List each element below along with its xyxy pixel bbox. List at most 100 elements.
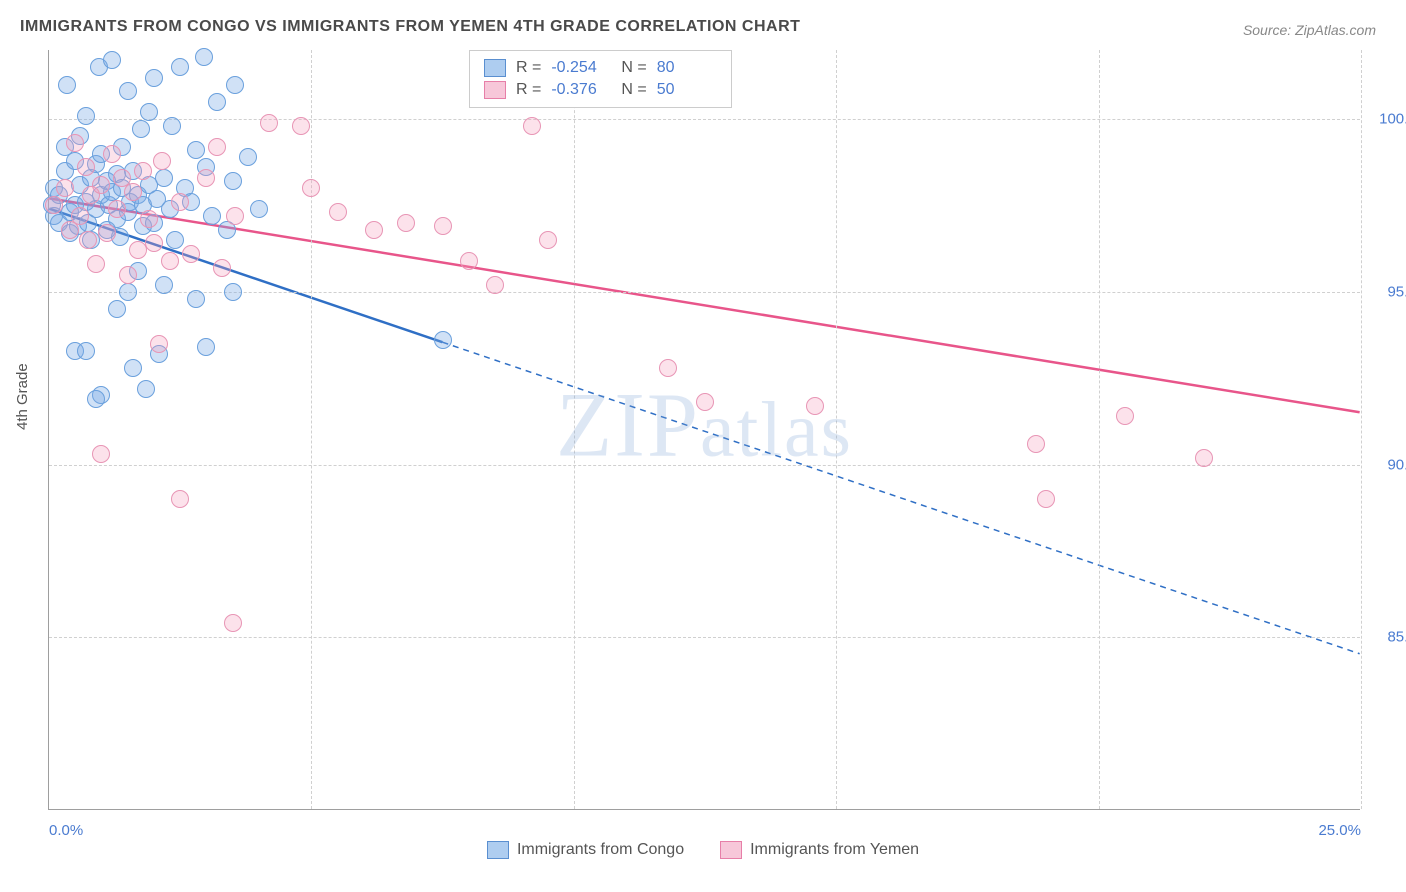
data-point xyxy=(153,152,171,170)
data-point xyxy=(145,234,163,252)
data-point xyxy=(659,359,677,377)
source-credit: Source: ZipAtlas.com xyxy=(1243,22,1376,38)
data-point xyxy=(79,231,97,249)
data-point xyxy=(329,203,347,221)
gridline-v xyxy=(574,50,575,809)
data-point xyxy=(302,179,320,197)
data-point xyxy=(292,117,310,135)
legend-swatch xyxy=(487,841,509,859)
data-point xyxy=(197,169,215,187)
data-point xyxy=(226,76,244,94)
data-point xyxy=(460,252,478,270)
trend-line xyxy=(49,198,1359,412)
legend-n-value: 80 xyxy=(657,59,717,77)
data-point xyxy=(98,224,116,242)
legend-row: R =-0.376N =50 xyxy=(484,79,717,101)
data-point xyxy=(203,207,221,225)
y-tick-label: 95.0% xyxy=(1370,283,1406,300)
legend-item: Immigrants from Yemen xyxy=(720,841,919,859)
gridline-h xyxy=(49,292,1360,293)
data-point xyxy=(696,393,714,411)
data-point xyxy=(226,207,244,225)
data-point xyxy=(92,176,110,194)
data-point xyxy=(71,207,89,225)
data-point xyxy=(132,120,150,138)
data-point xyxy=(119,266,137,284)
data-point xyxy=(1116,407,1134,425)
legend-n-label: N = xyxy=(621,81,646,99)
data-point xyxy=(124,183,142,201)
data-point xyxy=(124,359,142,377)
data-point xyxy=(434,331,452,349)
gridline-h xyxy=(49,465,1360,466)
data-point xyxy=(92,445,110,463)
data-point xyxy=(208,138,226,156)
data-point xyxy=(66,134,84,152)
data-point xyxy=(77,342,95,360)
data-point xyxy=(103,145,121,163)
data-point xyxy=(150,335,168,353)
data-point xyxy=(77,158,95,176)
data-point xyxy=(806,397,824,415)
data-point xyxy=(213,259,231,277)
data-point xyxy=(197,338,215,356)
x-tick-label: 0.0% xyxy=(49,822,83,839)
chart-title: IMMIGRANTS FROM CONGO VS IMMIGRANTS FROM… xyxy=(20,18,800,36)
data-point xyxy=(539,231,557,249)
data-point xyxy=(145,69,163,87)
data-point xyxy=(187,290,205,308)
data-point xyxy=(58,76,76,94)
gridline-v xyxy=(1099,50,1100,809)
data-point xyxy=(486,276,504,294)
x-tick-label: 25.0% xyxy=(1318,822,1361,839)
data-point xyxy=(171,193,189,211)
data-point xyxy=(1037,490,1055,508)
gridline-h xyxy=(49,637,1360,638)
data-point xyxy=(171,490,189,508)
legend-swatch xyxy=(484,81,506,99)
legend-r-value: -0.376 xyxy=(551,81,611,99)
gridline-v xyxy=(836,50,837,809)
legend-swatch xyxy=(720,841,742,859)
legend-swatch xyxy=(484,59,506,77)
data-point xyxy=(77,107,95,125)
data-point xyxy=(1027,435,1045,453)
data-point xyxy=(56,179,74,197)
data-point xyxy=(119,82,137,100)
data-point xyxy=(434,217,452,235)
data-point xyxy=(397,214,415,232)
data-point xyxy=(119,283,137,301)
data-point xyxy=(166,231,184,249)
data-point xyxy=(195,48,213,66)
legend-series-label: Immigrants from Yemen xyxy=(750,841,919,859)
data-point xyxy=(108,300,126,318)
data-point xyxy=(103,51,121,69)
legend-row: R =-0.254N =80 xyxy=(484,57,717,79)
y-tick-label: 90.0% xyxy=(1370,456,1406,473)
y-tick-label: 100.0% xyxy=(1370,111,1406,128)
gridline-v xyxy=(311,50,312,809)
data-point xyxy=(163,117,181,135)
legend-r-value: -0.254 xyxy=(551,59,611,77)
data-point xyxy=(224,283,242,301)
data-point xyxy=(137,380,155,398)
data-point xyxy=(187,141,205,159)
data-point xyxy=(171,58,189,76)
y-axis-label: 4th Grade xyxy=(14,363,31,430)
data-point xyxy=(224,614,242,632)
legend-series-label: Immigrants from Congo xyxy=(517,841,684,859)
data-point xyxy=(365,221,383,239)
plot-area: ZIPatlas R =-0.254N =80R =-0.376N =50 10… xyxy=(48,50,1360,810)
gridline-v xyxy=(1361,50,1362,809)
data-point xyxy=(155,276,173,294)
data-point xyxy=(155,169,173,187)
legend-bottom: Immigrants from Congo Immigrants from Yem… xyxy=(0,841,1406,864)
data-point xyxy=(250,200,268,218)
legend-correlation: R =-0.254N =80R =-0.376N =50 xyxy=(469,50,732,108)
data-point xyxy=(260,114,278,132)
data-point xyxy=(224,172,242,190)
data-point xyxy=(182,245,200,263)
legend-r-label: R = xyxy=(516,81,541,99)
data-point xyxy=(134,162,152,180)
data-point xyxy=(87,390,105,408)
